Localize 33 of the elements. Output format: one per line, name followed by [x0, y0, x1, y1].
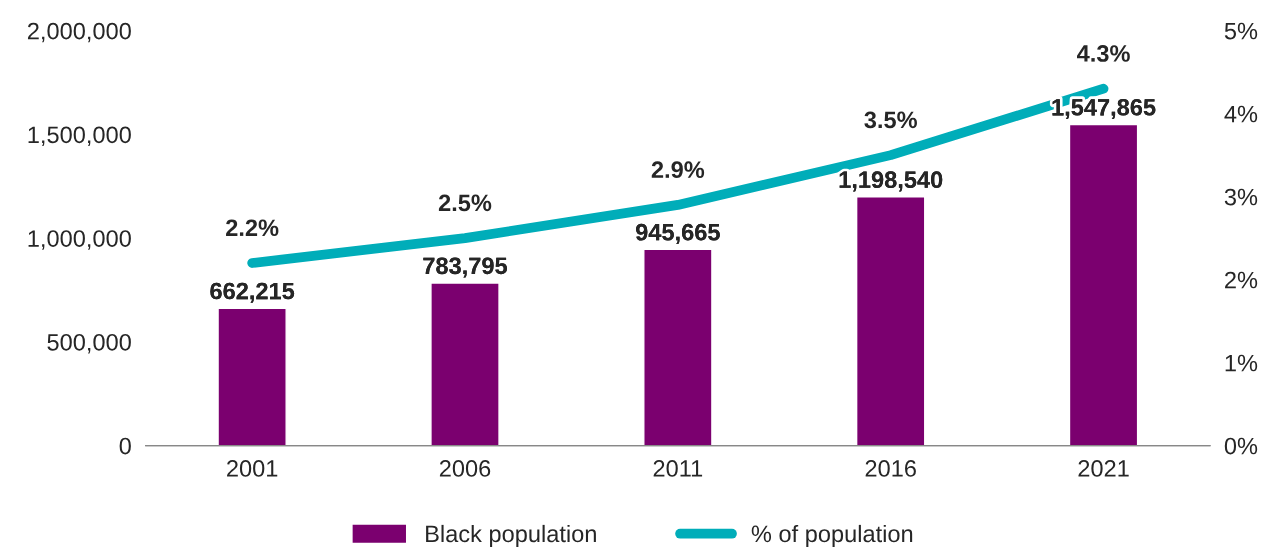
y2-tick-label: 1% [1225, 354, 1258, 372]
data-label: 1,198,540 [839, 171, 943, 192]
bar [217, 307, 287, 446]
x-tick-label: 2011 [653, 460, 703, 477]
data-label: 1,547,865 [1052, 98, 1156, 120]
legend-label: % of population [751, 524, 913, 547]
data-label: 945,665 [635, 223, 720, 244]
legend-label: Black population [426, 524, 596, 547]
y2-tick-label: 2% [1225, 271, 1258, 289]
x-tick-label: 2021 [1078, 460, 1129, 477]
data-label: 783,795 [423, 257, 508, 278]
data-label: 662,215 [210, 282, 295, 303]
y-tick-label: 2,000,000 [27, 22, 131, 43]
x-tick-label: 2016 [865, 460, 916, 477]
y2-tick-label: 4% [1224, 105, 1258, 123]
bar [855, 196, 926, 446]
data-label: 3.5% [864, 111, 917, 129]
x-tick-label: 2006 [439, 460, 491, 477]
bar [1068, 123, 1139, 446]
data-label: 2.5% [438, 194, 492, 212]
y-tick-label: 1,500,000 [28, 126, 131, 146]
bar [643, 248, 713, 446]
y-tick-label: 1,000,000 [28, 230, 131, 250]
y2-tick-label: 0% [1224, 437, 1258, 455]
y-tick-label: 500,000 [47, 333, 131, 354]
x-tick-label: 2001 [227, 460, 278, 477]
y-tick-label: 0 [119, 437, 131, 455]
y2-tick-label: 3% [1224, 188, 1258, 206]
data-label: 2.2% [226, 219, 279, 237]
data-label: 2.9% [651, 161, 705, 179]
y2-tick-label: 5% [1224, 22, 1258, 40]
data-label: 4.3% [1077, 45, 1130, 62]
bar [430, 282, 500, 446]
